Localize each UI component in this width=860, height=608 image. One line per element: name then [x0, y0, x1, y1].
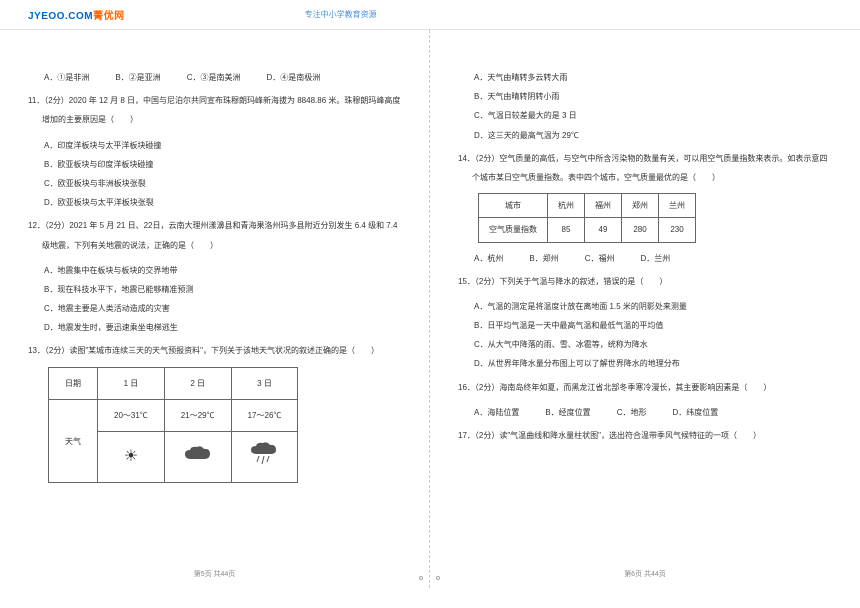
left-footer: 第5页 共44页: [0, 567, 429, 584]
table-row: 空气质量指数 85 49 280 230: [479, 218, 696, 242]
aqi-table: 城市 杭州 福州 郑州 兰州 空气质量指数 85 49 280 230: [478, 193, 696, 242]
q15-opt-b: B．日平均气温是一天中最高气温和最低气温的平均值: [474, 316, 832, 335]
q15-options: A．气温的测定是将温度计放在离地面 1.5 米的阴影处来测量 B．日平均气温是一…: [458, 297, 832, 374]
table-row: 城市 杭州 福州 郑州 兰州: [479, 194, 696, 218]
q13-opt-d: D．这三天的最高气温为 29℃: [474, 126, 832, 145]
aqi-r1: 85: [548, 218, 585, 242]
weather-table: 日期 1 日 2 日 3 日 天气 20～31℃ 21～29℃ 17～26℃ ☀: [48, 367, 298, 484]
aqi-h0: 城市: [479, 194, 548, 218]
aqi-r4: 230: [659, 218, 696, 242]
q12-options: A．地震集中在板块与板块的交界地带 B．现在科技水平下，地震已能够精准预测 C．…: [28, 261, 401, 338]
q11-opt-b: B．欧亚板块与印度洋板块碰撞: [44, 155, 401, 174]
sun-icon: ☀: [98, 432, 165, 483]
left-column: A．①是非洲 B．②是亚洲 C．③是南美洲 D．④是南极洲 11．（2分）202…: [0, 30, 430, 588]
content-columns: A．①是非洲 B．②是亚洲 C．③是南美洲 D．④是南极洲 11．（2分）202…: [0, 30, 860, 588]
weather-h3: 3 日: [231, 367, 298, 399]
aqi-r3: 280: [622, 218, 659, 242]
weather-row-label: 天气: [49, 399, 98, 483]
binding-dot-icon: [419, 576, 423, 580]
q16-opt-c: C．地形: [617, 403, 647, 422]
aqi-r2: 49: [585, 218, 622, 242]
page-header: JYEOO.COM菁优网 专注中小学教育资源: [0, 0, 860, 30]
page: JYEOO.COM菁优网 专注中小学教育资源 A．①是非洲 B．②是亚洲 C．③…: [0, 0, 860, 608]
right-footer: 第6页 共44页: [430, 567, 860, 584]
q13-opt-a: A．天气由晴转多云转大雨: [474, 68, 832, 87]
weather-temp-1: 20～31℃: [98, 399, 165, 431]
aqi-r0: 空气质量指数: [479, 218, 548, 242]
q13-opt-b: B．天气由晴转阴转小雨: [474, 87, 832, 106]
q11-opt-c: C．欧亚板块与非洲板块张裂: [44, 174, 401, 193]
right-column: A．天气由晴转多云转大雨 B．天气由晴转阴转小雨 C．气温日较差最大的是 3 日…: [430, 30, 860, 588]
q11-options: A．印度洋板块与太平洋板块碰撞 B．欧亚板块与印度洋板块碰撞 C．欧亚板块与非洲…: [28, 136, 401, 213]
q16-opt-a: A．海陆位置: [474, 403, 519, 422]
aqi-h3: 郑州: [622, 194, 659, 218]
q14-opt-b: B．郑州: [529, 249, 558, 268]
q12-opt-d: D．地震发生时，要迅速乘坐电梯逃生: [44, 318, 401, 337]
weather-temp-3: 17～26℃: [231, 399, 298, 431]
binding-dot-icon: [436, 576, 440, 580]
logo: JYEOO.COM菁优网: [28, 7, 125, 22]
q10-opt-c: C．③是南美洲: [187, 68, 241, 87]
q13-opt-c: C．气温日较差最大的是 3 日: [474, 106, 832, 125]
table-row: 天气 20～31℃ 21～29℃ 17～26℃: [49, 399, 298, 431]
cloud-icon: [164, 432, 231, 483]
aqi-h4: 兰州: [659, 194, 696, 218]
q14-opt-d: D．兰州: [640, 249, 670, 268]
q16-stem: 16．（2分）海南岛终年如夏，而黑龙江省北部冬季寒冷漫长，其主要影响因素是（ ）: [458, 378, 832, 397]
q10-options: A．①是非洲 B．②是亚洲 C．③是南美洲 D．④是南极洲: [28, 68, 401, 87]
table-row: 日期 1 日 2 日 3 日: [49, 367, 298, 399]
header-slogan: 专注中小学教育资源: [305, 9, 377, 20]
weather-h1: 1 日: [98, 367, 165, 399]
q16-opt-b: B．经度位置: [545, 403, 590, 422]
q14-opt-c: C．福州: [585, 249, 615, 268]
q10-opt-a: A．①是非洲: [44, 68, 89, 87]
q16-opt-d: D．纬度位置: [672, 403, 718, 422]
q11-opt-d: D．欧亚板块与太平洋板块张裂: [44, 193, 401, 212]
q15-opt-c: C．从大气中降落的雨、雪、冰雹等，统称为降水: [474, 335, 832, 354]
q12-opt-a: A．地震集中在板块与板块的交界地带: [44, 261, 401, 280]
q12-opt-c: C．地震主要是人类活动造成的灾害: [44, 299, 401, 318]
q14-options: A．杭州 B．郑州 C．福州 D．兰州: [458, 249, 832, 268]
q10-opt-d: D．④是南极洲: [266, 68, 320, 87]
q16-options: A．海陆位置 B．经度位置 C．地形 D．纬度位置: [458, 403, 832, 422]
q12-stem: 12．（2分）2021 年 5 月 21 日、22日，云南大理州漾濞县和青海果洛…: [28, 216, 401, 254]
aqi-h1: 杭州: [548, 194, 585, 218]
q11-opt-a: A．印度洋板块与太平洋板块碰撞: [44, 136, 401, 155]
logo-cn: 菁优网: [93, 11, 125, 22]
q15-opt-d: D．从世界年降水量分布图上可以了解世界降水的地理分布: [474, 354, 832, 373]
q13-options: A．天气由晴转多云转大雨 B．天气由晴转阴转小雨 C．气温日较差最大的是 3 日…: [458, 68, 832, 145]
q11-stem: 11．（2分）2020 年 12 月 8 日，中国与尼泊尔共同宣布珠穆朗玛峰新海…: [28, 91, 401, 129]
aqi-h2: 福州: [585, 194, 622, 218]
weather-h2: 2 日: [164, 367, 231, 399]
weather-temp-2: 21～29℃: [164, 399, 231, 431]
q14-stem: 14．（2分）空气质量的高低，与空气中所含污染物的数量有关，可以用空气质量指数来…: [458, 149, 832, 187]
q14-opt-a: A．杭州: [474, 249, 503, 268]
q12-opt-b: B．现在科技水平下，地震已能够精准预测: [44, 280, 401, 299]
q17-stem: 17．（2分）读"气温曲线和降水量柱状图"，选出符合温带季风气候特征的一项（ ）: [458, 426, 832, 445]
q10-opt-b: B．②是亚洲: [115, 68, 160, 87]
q15-opt-a: A．气温的测定是将温度计放在离地面 1.5 米的阴影处来测量: [474, 297, 832, 316]
q15-stem: 15．（2分）下列关于气温与降水的叙述，错误的是（ ）: [458, 272, 832, 291]
q13-stem: 13．（2分）读图"某城市连续三天的天气预报资料"，下列关于该地天气状况的叙述正…: [28, 341, 401, 360]
weather-h0: 日期: [49, 367, 98, 399]
cloud-rain-icon: [231, 432, 298, 483]
logo-text: JYEOO.COM: [28, 11, 93, 22]
